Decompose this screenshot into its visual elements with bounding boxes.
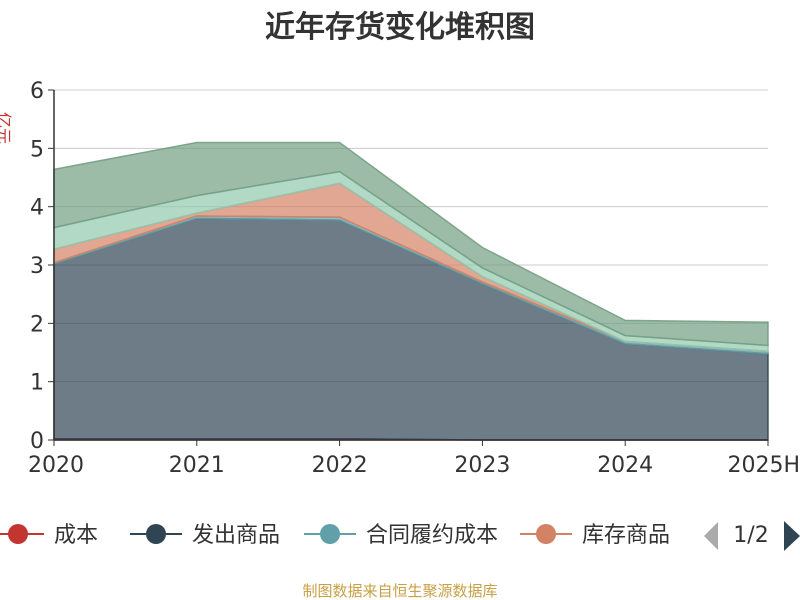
legend-item[interactable]: 库存商品 bbox=[520, 523, 670, 548]
y-tick-label: 3 bbox=[30, 254, 44, 279]
y-axis-label: 亿元 bbox=[0, 112, 13, 144]
source-note: 制图数据来自恒生聚源数据库 bbox=[302, 582, 497, 600]
legend-marker bbox=[8, 524, 28, 544]
legend-items: 成本 发出商品 合同履约成本 库存商品 bbox=[0, 523, 670, 548]
chart-title: 近年存货变化堆积图 bbox=[265, 10, 535, 45]
x-tick-label: 2021 bbox=[169, 453, 225, 478]
y-tick-label: 2 bbox=[30, 312, 44, 337]
axis-layer: 0 1 2 3 4 5 6 2020 2021 2022 2023 2024 2025H bbox=[28, 79, 800, 478]
legend-prev-icon[interactable] bbox=[704, 522, 718, 550]
y-tick-label: 5 bbox=[30, 137, 44, 162]
y-tick-label: 6 bbox=[30, 79, 44, 104]
legend-item[interactable]: 合同履约成本 bbox=[304, 523, 498, 548]
legend-marker bbox=[536, 524, 556, 544]
legend-pager: 1/2 bbox=[704, 521, 800, 551]
legend-next-icon[interactable] bbox=[784, 521, 800, 551]
legend-label: 发出商品 bbox=[192, 523, 280, 548]
y-tick-label: 4 bbox=[30, 196, 44, 221]
area-layer bbox=[53, 141, 769, 441]
x-tick-label: 2023 bbox=[454, 453, 510, 478]
area-series bbox=[53, 141, 769, 347]
legend-label: 合同履约成本 bbox=[366, 523, 498, 548]
legend-marker bbox=[146, 524, 166, 544]
legend-label: 库存商品 bbox=[582, 523, 670, 548]
x-tick-label: 2020 bbox=[28, 453, 84, 478]
legend-page-label: 1/2 bbox=[733, 523, 768, 548]
y-tick-label: 1 bbox=[30, 371, 44, 396]
legend-item[interactable]: 发出商品 bbox=[130, 523, 280, 548]
legend-item[interactable]: 成本 bbox=[0, 523, 98, 548]
x-tick-label: 2025H bbox=[727, 453, 800, 478]
legend-label: 成本 bbox=[54, 523, 98, 548]
legend: 成本 发出商品 合同履约成本 库存商品 1/2 bbox=[0, 521, 800, 551]
x-tick-label: 2022 bbox=[312, 453, 368, 478]
legend-marker bbox=[320, 524, 340, 544]
y-tick-label: 0 bbox=[30, 429, 44, 454]
x-tick-label: 2024 bbox=[597, 453, 653, 478]
